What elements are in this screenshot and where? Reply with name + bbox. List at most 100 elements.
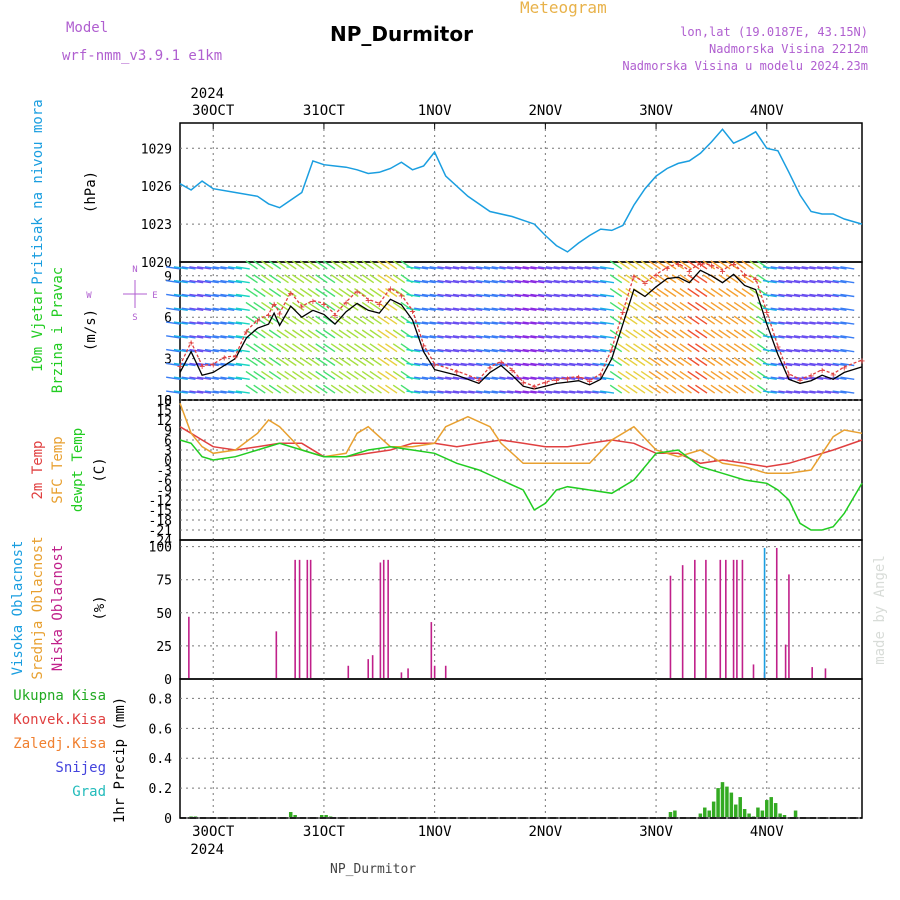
wind-barb [695,301,708,311]
wind-barb [687,370,700,380]
wind-barb [189,293,204,298]
wind-barb [561,307,576,311]
wind-gust-mark: + [271,299,277,310]
wind-barb [468,321,483,325]
wind-barb [414,362,429,367]
wind-barb [633,357,646,367]
wind-barb [617,274,630,284]
wind-barb [189,362,204,367]
wind-barb [507,307,522,311]
wind-barb [460,348,475,353]
wind-barb [553,335,568,339]
wind-barb [173,279,188,284]
wind-barb [726,260,739,270]
precip-frame [179,678,863,819]
wind-barb [664,288,677,298]
wind-barb [625,329,638,339]
temp-axis-subtitle: SFC Temp [50,436,66,503]
wind-barb [468,293,483,298]
wind-barb [786,362,801,367]
wind-barb [576,293,591,298]
precip-bar [729,792,734,817]
wind-barb [801,335,816,339]
cloud-bar [306,559,309,678]
wind-barb [733,343,747,353]
wind-barb [460,321,475,325]
wind-barb [553,390,568,394]
wind-barb [514,362,529,367]
wind-barb [576,390,591,394]
wind-barb [741,288,754,298]
cloud-ytick-label: 0 [164,673,172,688]
wind-barb [778,335,793,339]
temperature-ytick-label: 9 [164,424,172,439]
wind-barb [261,357,274,367]
wind-barb [392,260,406,270]
wind-barb [770,266,785,270]
wind-barb [561,362,576,367]
precip-bar [707,810,711,817]
cloud-bar [741,559,744,678]
wind-barb [460,279,475,284]
wind-barb [695,288,708,298]
wind-barb [292,301,305,311]
wind-gust-mark: + [277,309,283,320]
wind-barb [702,343,716,353]
wind-barb [392,315,406,325]
wind-barb [817,335,832,339]
wind-barb [762,266,777,270]
wind-barb [421,348,436,353]
wind-barb [824,335,839,339]
wind-barb [437,266,452,270]
wind-barb [173,266,188,270]
wind-gust-mark: + [697,259,703,270]
wind-barb [228,376,243,380]
top-date-label: 1NOV [418,103,452,119]
wind-barb [762,293,777,298]
wind-barb [545,293,560,298]
wind-barb [315,370,328,380]
cloud-bar [824,668,827,678]
wind-barb [832,279,847,284]
wind-gust-mark: + [288,288,294,299]
wind-barb [468,390,483,394]
wind-barb [671,315,685,325]
wind-barb [530,390,545,394]
wind-barb [600,362,615,367]
wind-barb [695,357,708,367]
wind-barb [330,288,344,298]
wind-barb [522,307,537,311]
wind-barb [710,384,723,394]
wind-barb [507,348,522,353]
wind-barb [330,315,344,325]
wind-barb [695,370,708,380]
wind-barb [452,348,467,353]
wind-barb [679,370,692,380]
wind-barb [718,288,731,298]
wind-barb [749,260,762,270]
wind-gust-mark: + [387,284,393,295]
wind-barb [770,321,785,325]
wind-barb [460,362,475,367]
wind-barb [817,321,832,325]
wind-gust-mark: + [708,261,714,272]
wind-barb [499,348,514,353]
wind-barb [702,288,716,298]
wind-barb [377,260,390,270]
wind-barb [679,357,692,367]
wind-barb [640,315,654,325]
wind-barb [499,376,514,380]
temp-axis-unit: (C) [92,457,108,482]
wind-barb [664,301,677,311]
wind-barb [702,384,716,394]
wind-series-line [179,269,863,390]
wind-barb [569,390,584,394]
wind-barb [561,335,576,339]
meteogram-label: Meteogram [520,0,607,17]
wind-ytick-label: 3 [164,353,172,368]
wind-barb [212,266,227,270]
cloud-bar [275,631,278,678]
wind-barb [793,335,808,339]
wind-barb [718,301,731,311]
wind-barb [377,370,390,380]
